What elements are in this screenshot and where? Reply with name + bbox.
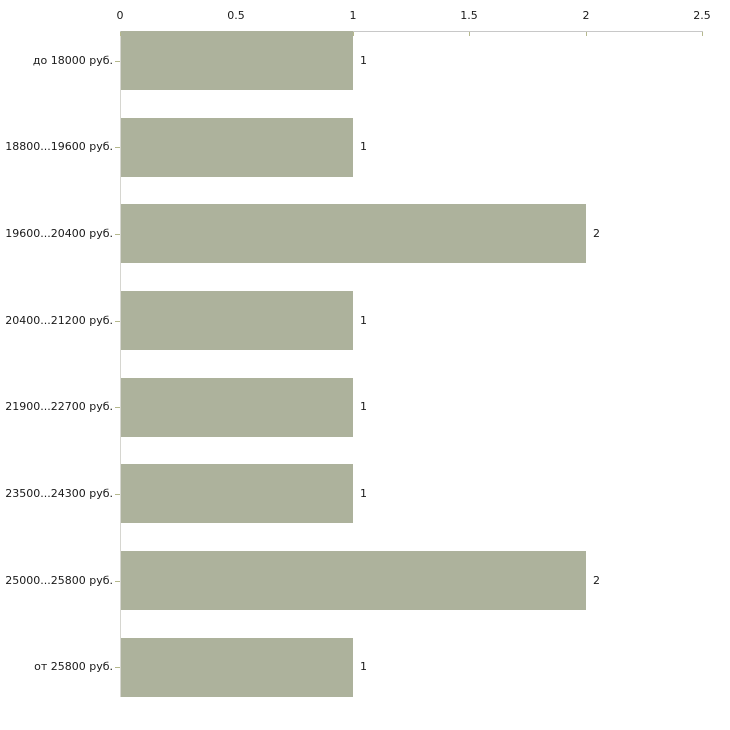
category-label: до 18000 руб. — [32, 54, 113, 67]
x-tick-label: 0.5 — [227, 9, 245, 22]
x-tick-label: 1 — [349, 9, 357, 22]
x-tick — [586, 32, 587, 36]
x-tick-label: 1.5 — [460, 9, 478, 22]
x-tick — [353, 32, 354, 36]
category-label: 20400...21200 руб. — [5, 314, 113, 327]
category-label: от 25800 руб. — [34, 660, 113, 673]
bar — [121, 378, 353, 437]
category-label: 23500...24300 руб. — [5, 487, 113, 500]
bar-value-label: 2 — [593, 574, 600, 587]
bar-value-label: 1 — [360, 660, 367, 673]
x-tick — [120, 32, 121, 36]
bar-value-label: 2 — [593, 227, 600, 240]
bar-value-label: 1 — [360, 487, 367, 500]
bar-value-label: 1 — [360, 400, 367, 413]
category-tick — [115, 667, 120, 668]
x-tick-label: 2 — [582, 9, 590, 22]
x-axis-line — [120, 31, 703, 32]
bar-value-label: 1 — [360, 54, 367, 67]
bar — [121, 464, 353, 523]
category-label: 18800...19600 руб. — [5, 140, 113, 153]
category-tick — [115, 581, 120, 582]
bar-value-label: 1 — [360, 140, 367, 153]
bar — [121, 204, 586, 263]
category-tick — [115, 147, 120, 148]
category-tick — [115, 321, 120, 322]
x-tick — [702, 32, 703, 36]
bar — [121, 638, 353, 697]
category-tick — [115, 407, 120, 408]
x-tick-label: 0 — [116, 9, 124, 22]
category-label: 19600...20400 руб. — [5, 227, 113, 240]
bar — [121, 291, 353, 350]
x-tick-label: 2.5 — [693, 9, 711, 22]
bar — [121, 31, 353, 90]
bar-value-label: 1 — [360, 314, 367, 327]
bar — [121, 551, 586, 610]
category-tick — [115, 494, 120, 495]
bar — [121, 118, 353, 177]
category-label: 25000...25800 руб. — [5, 574, 113, 587]
category-label: 21900...22700 руб. — [5, 400, 113, 413]
y-axis-line — [120, 31, 121, 697]
x-tick — [469, 32, 470, 36]
category-tick — [115, 234, 120, 235]
category-tick — [115, 61, 120, 62]
